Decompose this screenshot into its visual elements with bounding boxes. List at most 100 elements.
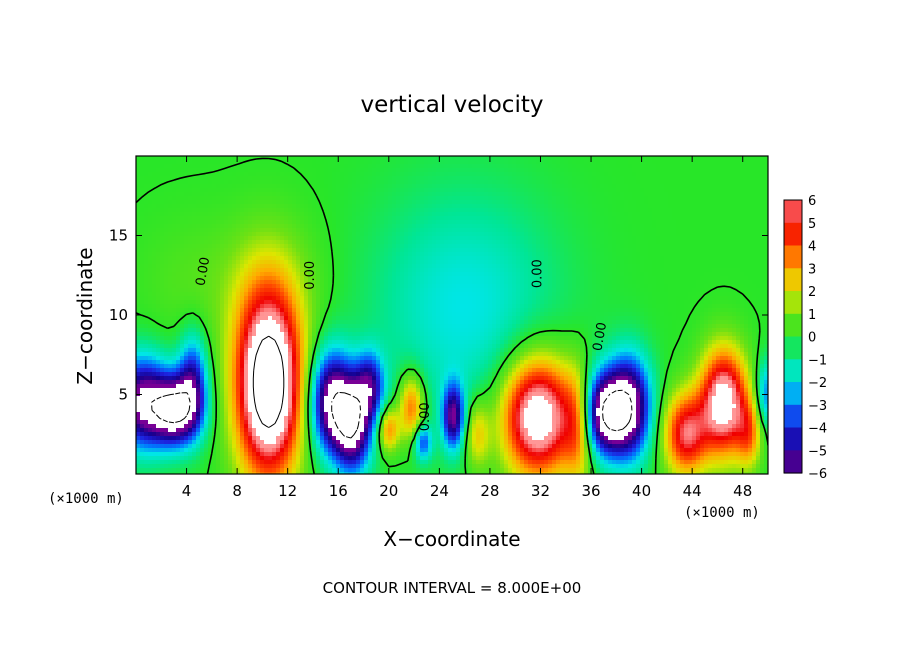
field-cell [320,188,325,193]
field-cell [240,384,245,389]
field-cell [288,472,293,474]
field-cell [188,224,193,229]
field-cell [216,304,221,309]
field-cell [192,464,197,469]
field-cell [304,380,309,385]
field-cell [356,312,361,317]
field-cell [312,244,317,249]
field-cell [204,464,209,469]
field-cell [348,200,353,205]
field-cell [248,388,253,393]
field-cell [300,392,305,397]
field-cell [348,428,353,433]
field-cell [156,284,161,289]
field-cell [156,380,161,385]
field-cell [260,376,265,381]
field-cell [360,164,365,169]
field-cell [224,248,229,253]
field-cell [332,264,337,269]
field-cell [296,276,301,281]
field-cell [320,396,325,401]
field-cell [188,456,193,461]
field-cell [216,212,221,217]
field-cell [304,392,309,397]
field-cell [248,356,253,361]
field-cell [336,316,341,321]
field-cell [212,184,217,189]
field-cell [380,248,385,253]
field-cell [344,168,349,173]
field-cell [264,188,269,193]
field-cell [320,184,325,189]
field-cell [272,176,277,181]
field-cell [292,396,297,401]
field-cell [336,392,341,397]
field-cell [360,220,365,225]
field-cell [172,312,177,317]
field-cell [384,180,389,185]
field-cell [236,328,241,333]
field-cell [284,396,289,401]
field-cell [184,344,189,349]
field-cell [176,380,181,385]
field-cell [212,196,217,201]
field-cell [284,284,289,289]
field-cell [252,224,257,229]
field-cell [372,220,377,225]
field-cell [364,472,369,474]
field-cell [232,384,237,389]
field-cell [168,360,173,365]
field-cell [160,432,165,437]
field-cell [152,448,157,453]
field-cell [364,396,369,401]
field-cell [380,424,385,429]
field-cell [228,240,233,245]
field-cell [144,220,149,225]
field-cell [204,216,209,221]
field-cell [328,292,333,297]
field-cell [136,252,141,257]
field-cell [220,352,225,357]
field-cell [172,384,177,389]
field-cell [284,424,289,429]
field-cell [320,352,325,357]
field-cell [284,248,289,253]
field-cell [188,372,193,377]
field-cell [172,356,177,361]
field-cell [144,392,149,397]
field-cell [184,208,189,213]
field-cell [228,184,233,189]
field-cell [356,204,361,209]
field-cell [332,212,337,217]
field-cell [196,188,201,193]
field-cell [304,172,309,177]
field-cell [268,344,273,349]
field-cell [204,228,209,233]
field-cell [332,368,337,373]
field-cell [276,240,281,245]
field-cell [220,316,225,321]
field-cell [252,168,257,173]
field-cell [136,420,141,425]
field-cell [200,416,205,421]
field-cell [280,432,285,437]
field-cell [232,164,237,169]
field-cell [312,336,317,341]
field-cell [280,472,285,474]
field-cell [148,196,153,201]
field-cell [348,448,353,453]
field-cell [184,268,189,273]
field-cell [188,340,193,345]
field-cell [304,260,309,265]
field-cell [320,256,325,261]
field-cell [184,160,189,165]
field-cell [208,296,213,301]
field-cell [152,220,157,225]
field-cell [176,160,181,165]
field-cell [360,460,365,465]
field-cell [152,460,157,465]
field-cell [224,164,229,169]
field-cell [352,400,357,405]
field-cell [228,280,233,285]
field-cell [172,456,177,461]
